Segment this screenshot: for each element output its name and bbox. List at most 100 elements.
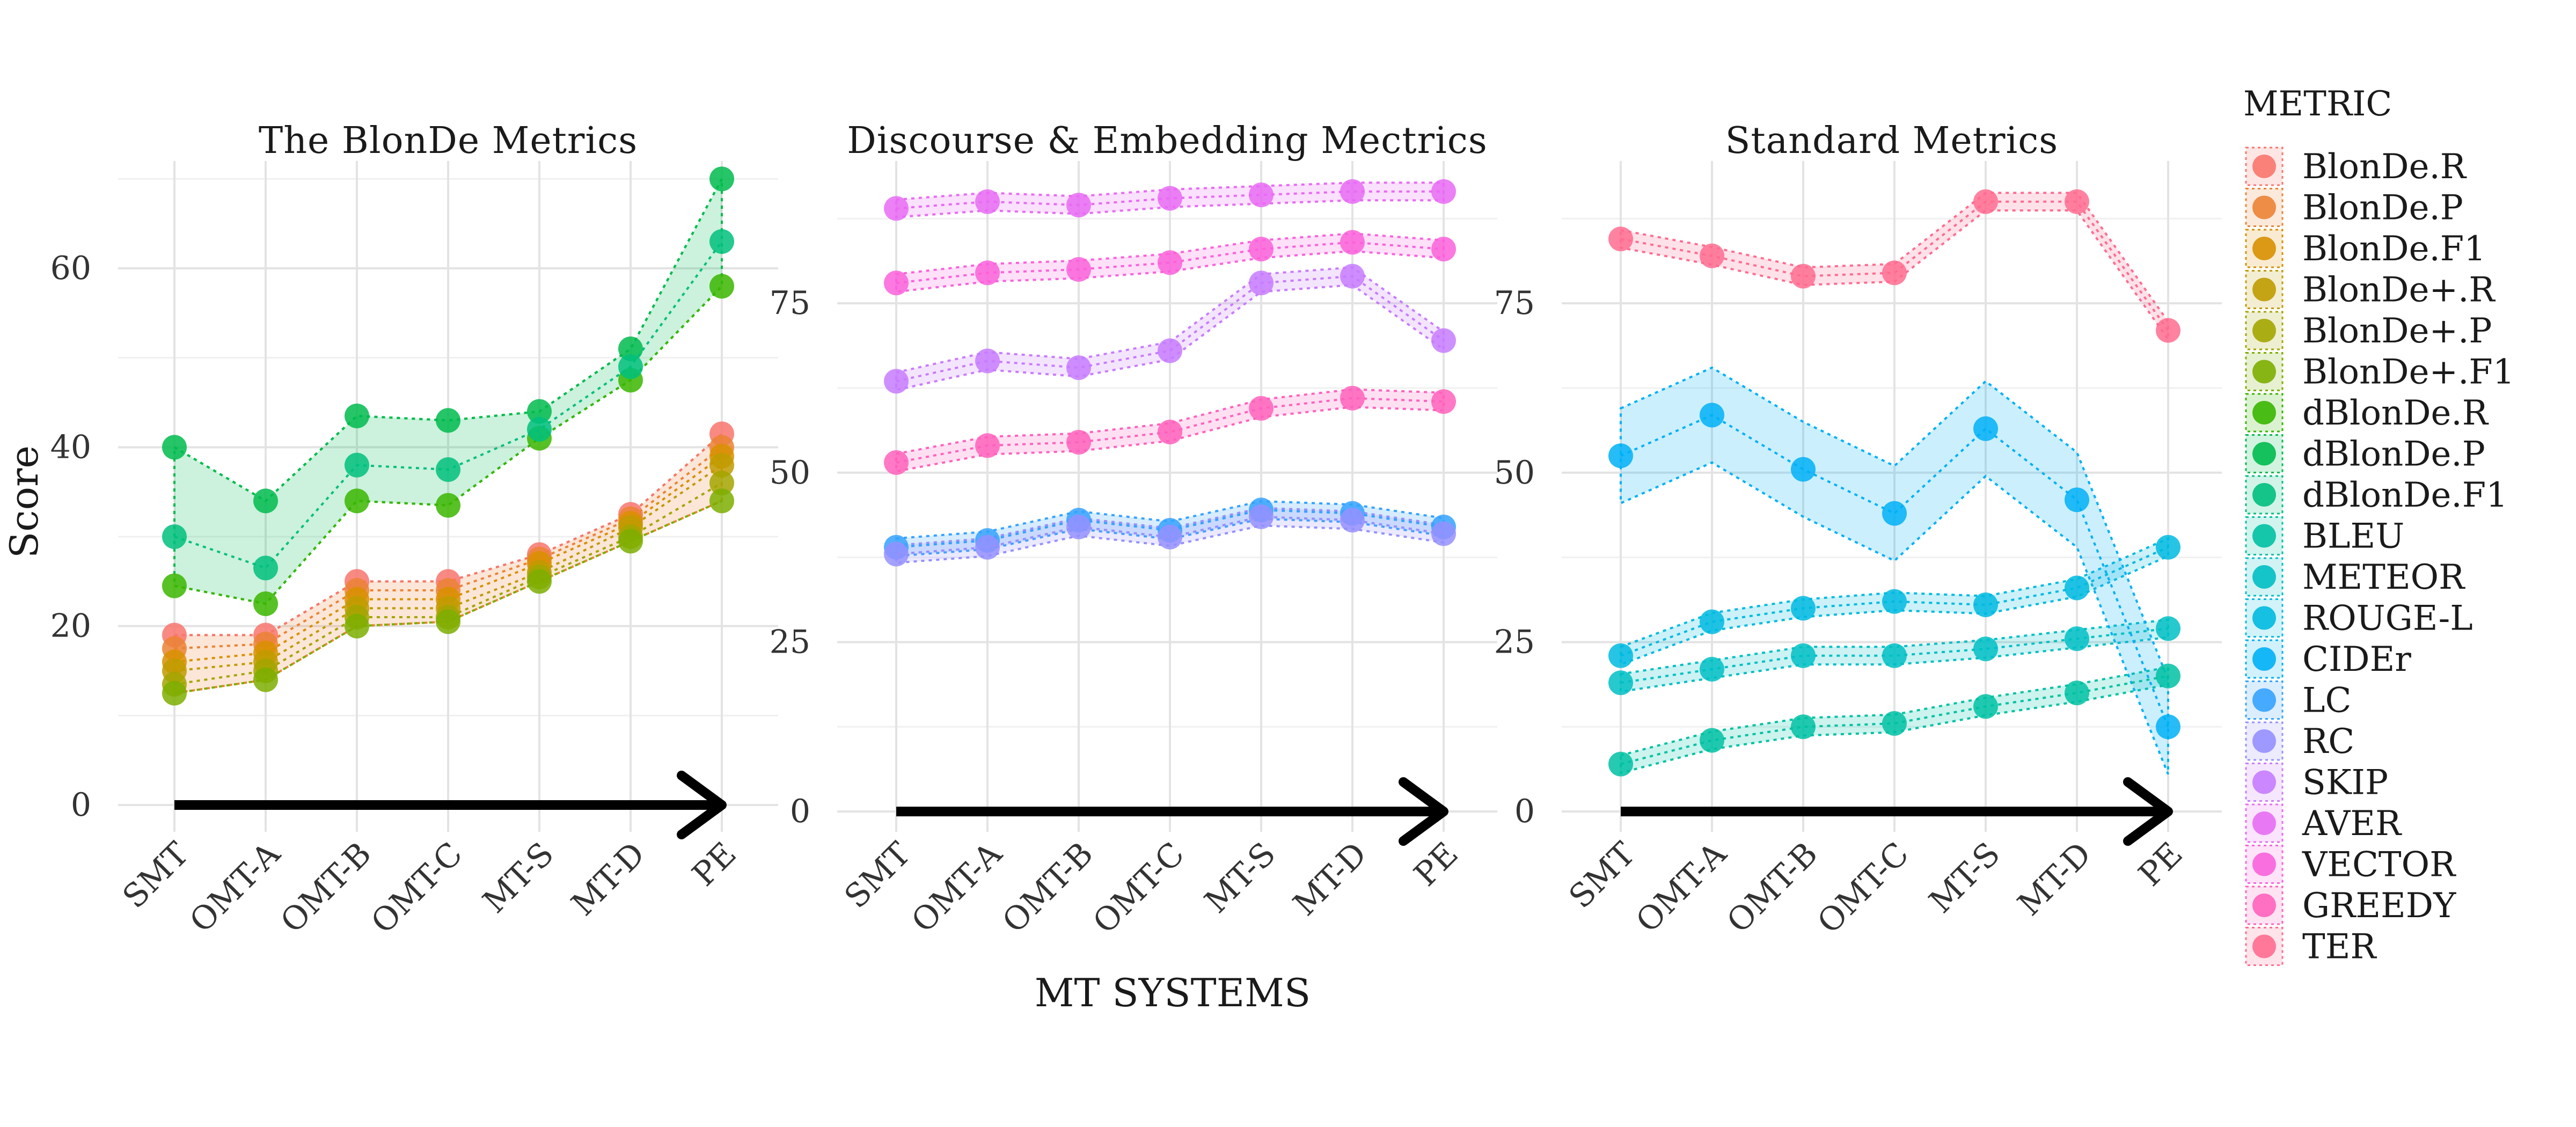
data-point <box>1700 243 1724 268</box>
legend-marker <box>2252 934 2276 958</box>
y-tick-label: 40 <box>50 428 91 466</box>
data-point <box>1700 609 1724 634</box>
data-point <box>162 680 187 706</box>
data-point <box>345 452 369 478</box>
legend-label: CIDEr <box>2302 640 2411 679</box>
legend-marker <box>2252 729 2276 753</box>
legend-marker <box>2252 442 2276 466</box>
data-point <box>1158 338 1182 363</box>
data-point <box>1973 416 1998 441</box>
legend-label: RC <box>2302 722 2354 762</box>
series-dblonde-f1 <box>162 229 734 581</box>
legend-label: TER <box>2302 927 2377 967</box>
data-point <box>975 189 1000 214</box>
y-tick-label: 25 <box>1494 623 1535 661</box>
legend-item-greedy: GREEDY <box>2245 885 2456 926</box>
data-point <box>1608 443 1633 469</box>
legend-key <box>2245 763 2284 802</box>
panel-title: Discourse & Embedding Mectrics <box>847 120 1488 162</box>
data-point <box>1431 328 1456 353</box>
data-point <box>1700 402 1724 428</box>
legend-item-vector: VECTOR <box>2245 845 2456 885</box>
y-tick-label: 75 <box>1494 284 1535 322</box>
legend-item-blonde-p: BlonDe.P <box>2245 188 2463 228</box>
legend-key <box>2245 147 2284 186</box>
series-rouge-l <box>1608 535 2180 668</box>
data-point <box>1158 186 1182 211</box>
legend-marker <box>2252 524 2276 548</box>
legend-label: BlonDe+.R <box>2302 270 2496 310</box>
legend-item-meteor: METEOR <box>2245 557 2465 597</box>
data-point <box>253 591 278 616</box>
data-point <box>1158 524 1182 550</box>
y-tick-label: 25 <box>770 623 810 661</box>
series-meteor <box>1608 616 2180 696</box>
data-point <box>1249 237 1274 262</box>
panel-standard-metrics: Standard Metrics 0 25 50 75 SMTOMT-AOMT-BOMT-… <box>1494 120 2222 941</box>
legend-marker <box>2252 195 2276 219</box>
legend-label: BlonDe.R <box>2302 147 2467 187</box>
data-point <box>1066 355 1091 380</box>
data-point <box>884 541 909 567</box>
series-blonde-f1 <box>162 488 734 706</box>
data-point <box>1608 226 1633 252</box>
series-cider <box>1608 402 2180 740</box>
data-point <box>1340 264 1365 289</box>
data-point <box>1973 636 1998 662</box>
data-point <box>1431 521 1456 546</box>
data-point <box>1340 230 1365 255</box>
data-point <box>1608 670 1633 696</box>
data-point <box>1882 589 1907 614</box>
x-tick-label: OMT-C <box>364 835 470 941</box>
data-point <box>345 613 369 639</box>
panel-title: Standard Metrics <box>1725 120 2058 162</box>
legend-item-dblonde-p: dBlonDe.P <box>2245 434 2485 474</box>
data-point <box>1158 420 1182 445</box>
x-tick-label: OMT-A <box>182 835 288 940</box>
series-bleu <box>1608 663 2180 777</box>
series-skip <box>884 264 1456 394</box>
x-tick-label: OMT-C <box>1086 835 1191 941</box>
data-point <box>709 166 734 192</box>
legend-marker <box>2252 647 2276 671</box>
legend-item-blonde-r: BlonDe.R <box>2245 147 2467 187</box>
legend-marker <box>2252 319 2276 342</box>
data-point <box>1249 396 1274 421</box>
data-point <box>618 529 643 554</box>
legend-items: BlonDe.RBlonDe.PBlonDe.F1BlonDe+.RBlonDe… <box>2245 147 2515 967</box>
data-point <box>1066 514 1091 539</box>
x-tick-label: MT-D <box>1286 835 1374 923</box>
data-point <box>1340 179 1365 204</box>
arrow-head <box>1399 777 1448 846</box>
y-tick-label: 0 <box>71 786 91 824</box>
data-point <box>884 450 909 475</box>
x-tick-label: MT-D <box>2010 835 2098 923</box>
data-point <box>436 457 460 482</box>
data-point <box>1973 189 1998 214</box>
data-point <box>1882 643 1907 668</box>
data-point <box>1791 457 1816 482</box>
legend: METRIC BlonDe.RBlonDe.PBlonDe.F1BlonDe+.… <box>2243 84 2515 967</box>
data-point <box>345 488 369 514</box>
y-tick-label: 0 <box>1514 793 1535 830</box>
arrow-head <box>677 771 727 839</box>
legend-item-aver: AVER <box>2245 803 2402 844</box>
x-tick-label: OMT-A <box>1629 835 1734 940</box>
legend-label: BLEU <box>2302 517 2404 557</box>
legend-marker <box>2252 483 2276 507</box>
legend-label: METEOR <box>2302 558 2465 597</box>
data-point <box>1340 385 1365 411</box>
arrow-head <box>2123 777 2173 846</box>
legend-label: BlonDe+.F1 <box>2302 353 2515 392</box>
data-point <box>884 270 909 296</box>
skip-band <box>895 266 1445 392</box>
data-point <box>2065 487 2089 513</box>
data-point <box>527 417 552 442</box>
data-point <box>2156 714 2180 740</box>
data-point <box>1608 751 1633 777</box>
x-tick-label: SMT <box>115 835 196 916</box>
data-point <box>618 336 643 361</box>
panel-discourse-embedding-mectrics: Discourse & Embedding Mectrics 0 25 50 75 SMT… <box>770 120 1497 941</box>
data-point <box>884 196 909 221</box>
legend-label: dBlonDe.R <box>2302 393 2489 433</box>
